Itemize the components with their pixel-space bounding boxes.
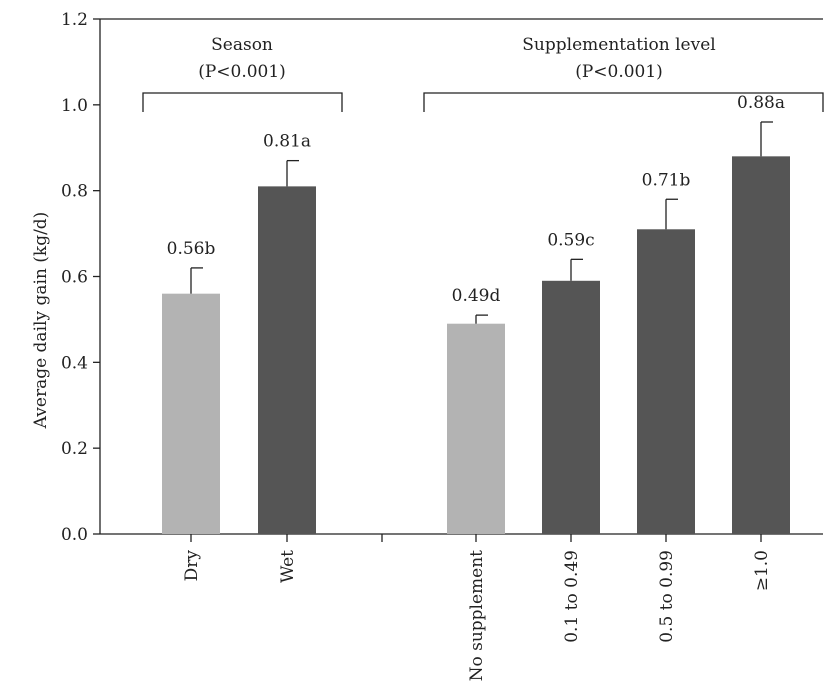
- data-label: 0.56b: [167, 239, 216, 259]
- y-tick-label: 0.8: [61, 182, 88, 202]
- y-tick-label: 0.2: [61, 439, 88, 459]
- bar: [542, 280, 600, 534]
- bar: [637, 229, 695, 534]
- group-title-supplementation: Supplementation level: [522, 35, 715, 55]
- x-category-label: ≥1.0: [752, 550, 772, 591]
- group-stat-supplementation: (P<0.001): [575, 62, 663, 82]
- bar: [162, 293, 220, 534]
- y-tick-label: 1.0: [61, 96, 88, 116]
- data-label: 0.88a: [737, 93, 785, 113]
- data-label: 0.49d: [452, 286, 501, 306]
- x-category-label: No supplement: [467, 550, 487, 682]
- y-tick-label: 0.6: [61, 268, 88, 288]
- x-category-label: 0.5 to 0.99: [657, 550, 677, 643]
- bar: [732, 156, 790, 535]
- y-tick-label: 1.2: [61, 10, 88, 30]
- y-tick-label: 0.4: [61, 353, 88, 373]
- group-title-season: Season: [211, 35, 273, 55]
- data-label: 0.71b: [642, 170, 691, 190]
- group-stat-season: (P<0.001): [198, 62, 286, 82]
- bar: [447, 323, 505, 534]
- x-category-label: Wet: [278, 550, 298, 583]
- group-bracket-supplementation: [423, 92, 824, 112]
- x-category-label: 0.1 to 0.49: [562, 550, 582, 643]
- bar: [258, 186, 316, 534]
- group-bracket-season: [142, 92, 343, 112]
- x-category-label: Dry: [182, 550, 202, 582]
- data-label: 0.81a: [263, 132, 311, 152]
- data-label: 0.59c: [547, 230, 594, 250]
- y-tick-label: 0.0: [61, 525, 88, 545]
- y-axis-title: Average daily gain (kg/d): [31, 212, 51, 430]
